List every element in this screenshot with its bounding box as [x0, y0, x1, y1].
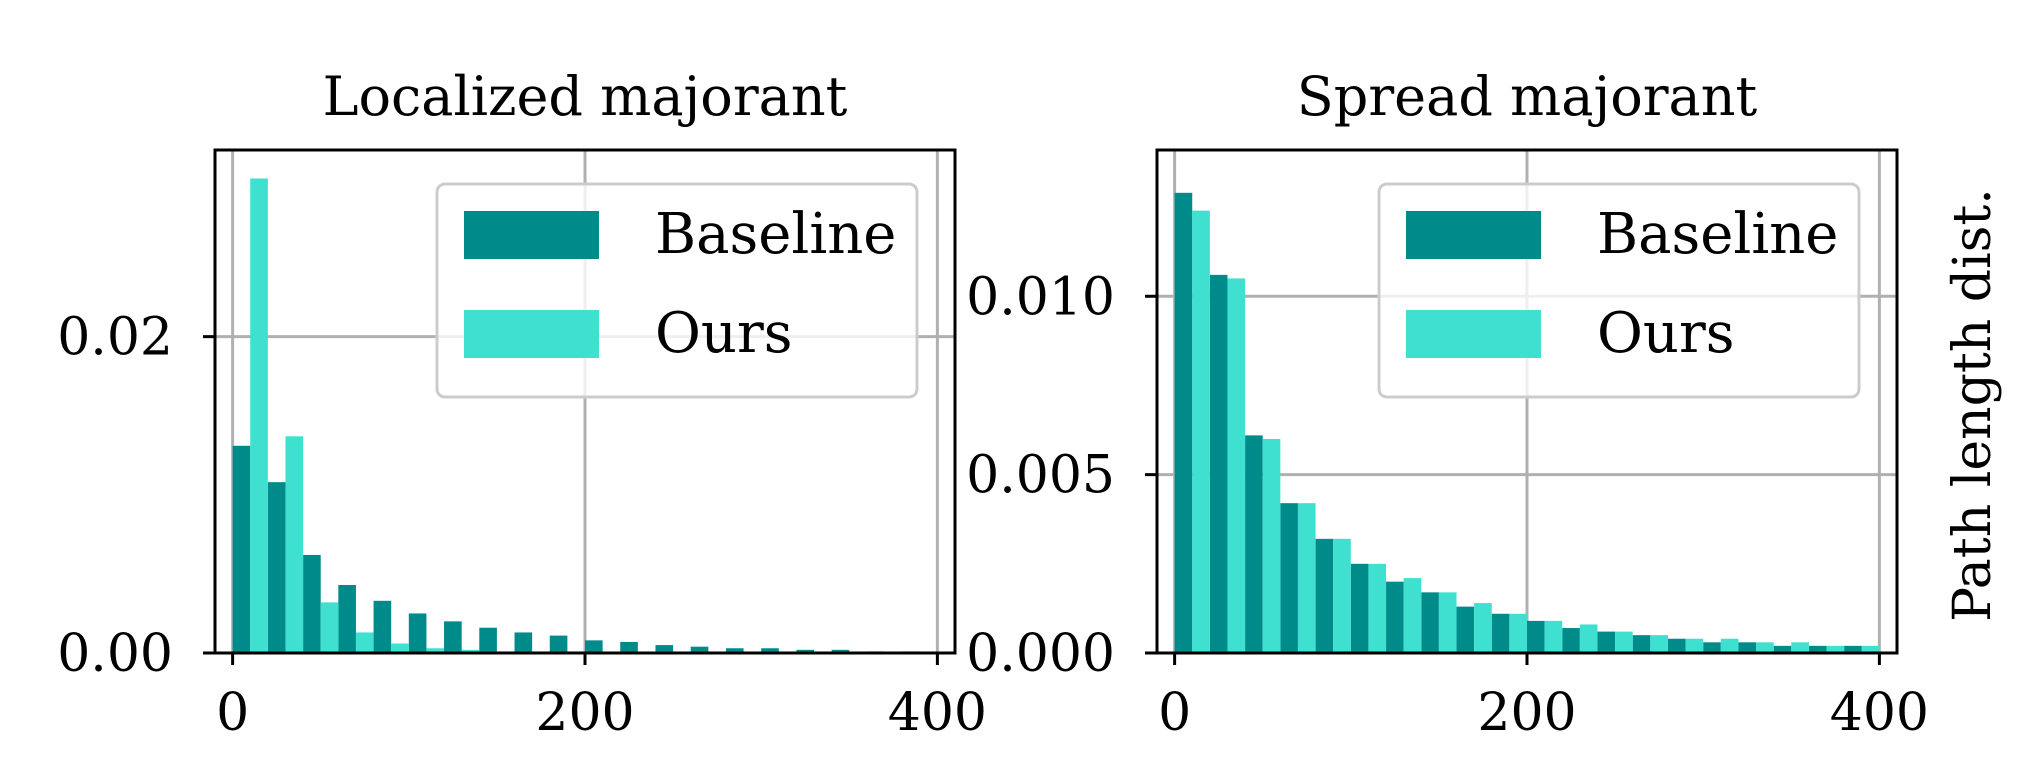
bar-baseline [831, 649, 850, 653]
bar-ours [1685, 638, 1704, 653]
x-tick-label: 0 [1158, 683, 1191, 743]
bar-baseline [549, 635, 568, 653]
bar-baseline [690, 646, 709, 653]
legend-swatch-ours [1406, 310, 1541, 358]
bar-ours [1720, 638, 1739, 653]
x-tick-label: 400 [1830, 683, 1929, 743]
bar-baseline [1386, 581, 1404, 653]
bar-ours [1826, 645, 1845, 653]
bar-baseline [479, 627, 497, 653]
chart-title: Spread majorant [1297, 65, 1758, 128]
bar-ours [320, 602, 339, 653]
bar-baseline [373, 600, 392, 653]
bar-ours [391, 643, 409, 653]
bar-ours [1192, 210, 1210, 653]
bar-baseline [1597, 631, 1616, 653]
bar-ours [461, 649, 480, 653]
bar-baseline [1174, 192, 1193, 653]
bar-ours [1756, 642, 1774, 653]
bar-baseline [303, 554, 321, 653]
bar-baseline [1315, 538, 1334, 653]
bar-baseline [1491, 613, 1510, 653]
bar-baseline [1456, 606, 1475, 653]
legend-swatch-baseline [464, 211, 599, 259]
bar-ours [1403, 578, 1422, 653]
bar-baseline [1245, 435, 1263, 653]
bar-ours [1227, 278, 1246, 653]
bar-baseline [1738, 642, 1757, 653]
x-tick-label: 200 [1477, 683, 1576, 743]
legend: Baseline Ours [1377, 182, 1861, 399]
bar-baseline [338, 584, 356, 653]
legend-swatch-baseline [1406, 211, 1541, 259]
bar-ours [1297, 503, 1316, 653]
bar-ours [285, 436, 304, 653]
bar-ours [1333, 538, 1351, 653]
chart-panel-spread: 0 200 400 0.000 0.005 0.010 Spread majorant Bas… [966, 65, 1929, 743]
bar-ours [1579, 624, 1598, 653]
bar-baseline [232, 445, 251, 653]
bar-ours [1509, 613, 1527, 653]
legend-label-ours: Ours [1597, 301, 1734, 366]
bar-baseline [1350, 563, 1369, 653]
y-tick-label: 0.005 [966, 446, 1115, 506]
bar-baseline [408, 613, 427, 653]
legend-label-baseline: Baseline [655, 202, 896, 267]
right-y-axis-label: Path length dist. [1943, 188, 2003, 622]
bar-baseline [444, 621, 462, 653]
bar-ours [250, 178, 268, 654]
bar-baseline [796, 649, 815, 653]
bar-baseline [267, 482, 286, 653]
bar-baseline [1632, 635, 1651, 653]
bar-ours [355, 632, 374, 653]
x-tick-label: 400 [888, 683, 987, 743]
bar-ours [1544, 620, 1563, 653]
bar-baseline [1280, 503, 1298, 653]
legend: Baseline Ours [435, 182, 919, 399]
bar-ours [1368, 563, 1387, 653]
bar-baseline [1667, 638, 1686, 653]
bar-baseline [1562, 628, 1580, 653]
chart-panel-localized: 0 200 400 0.00 0.02 Localized majorant Baselin… [57, 65, 987, 743]
legend-label-ours: Ours [655, 301, 792, 366]
bar-baseline [1808, 645, 1827, 653]
bar-baseline [1773, 645, 1792, 653]
y-tick-label: 0.00 [57, 624, 173, 684]
y-tick-label: 0.010 [966, 267, 1115, 327]
bar-ours [1650, 635, 1668, 653]
bar-baseline [1844, 645, 1862, 653]
bar-ours [426, 648, 445, 653]
bar-baseline [655, 645, 674, 653]
y-tick-label: 0.000 [966, 624, 1115, 684]
bar-baseline [761, 648, 779, 653]
bar-ours [1791, 642, 1809, 653]
bar-baseline [1209, 274, 1228, 653]
bar-baseline [585, 640, 603, 653]
bar-ours [1615, 631, 1633, 653]
bar-baseline [514, 632, 533, 653]
bar-baseline [1527, 620, 1545, 653]
bar-baseline [620, 641, 638, 653]
bar-ours [1262, 438, 1281, 653]
legend-swatch-ours [464, 310, 599, 358]
bar-baseline [725, 648, 744, 653]
bar-ours [1474, 603, 1492, 653]
bar-ours [1438, 592, 1457, 653]
bar-ours [1861, 645, 1880, 653]
x-tick-label: 0 [216, 683, 249, 743]
x-tick-label: 200 [535, 683, 634, 743]
bar-baseline [1703, 642, 1721, 653]
legend-label-baseline: Baseline [1597, 202, 1838, 267]
chart-title: Localized majorant [323, 65, 848, 128]
bar-baseline [1421, 592, 1439, 653]
y-tick-label: 0.02 [57, 308, 173, 368]
